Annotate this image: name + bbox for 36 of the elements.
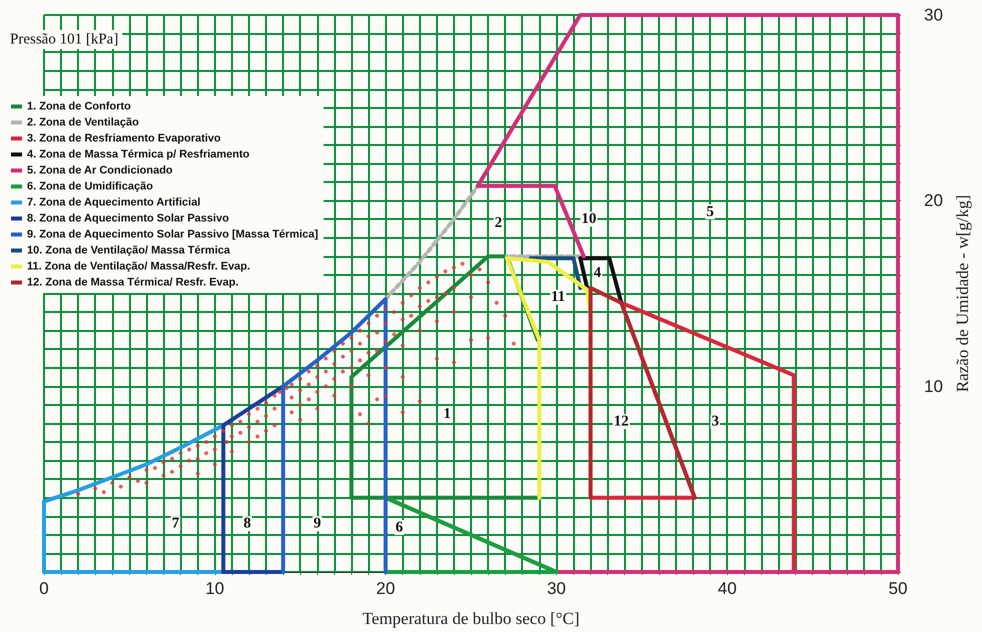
annotation: 6	[396, 519, 404, 536]
legend-label: 9. Zona de Aquecimento Solar Passivo [Massa Térmica]	[27, 228, 319, 240]
annotation: 1	[443, 406, 451, 422]
y-tick-label: 30	[924, 6, 943, 24]
legend-label: 8. Zona de Aquecimento Solar Passivo	[27, 212, 230, 224]
annotation: 3	[711, 414, 719, 430]
annotation: 5	[706, 204, 714, 220]
legend-label: 7. Zona de Aquecimento Artificial	[27, 196, 200, 208]
legend-label: 6. Zona de Umidificação	[27, 180, 154, 192]
x-tick-label: 10	[205, 579, 224, 598]
legend-label: 1. Zona de Conforto	[27, 100, 132, 112]
x-tick-label: 0	[39, 579, 49, 598]
legend-label: 12. Zona de Massa Térmica/ Resfr. Evap.	[27, 276, 239, 288]
annotation: 4	[594, 265, 602, 282]
legend-label: 10. Zona de Ventilação/ Massa Térmica	[27, 244, 231, 256]
legend-label: 11. Zona de Ventilação/ Massa/Resfr. Evap.	[27, 260, 250, 272]
legend-label: 4. Zona de Massa Térmica p/ Resfriamento	[27, 148, 250, 160]
annotation: 2	[494, 214, 502, 231]
legend-label: 3. Zona de Resfriamento Evaporativo	[27, 132, 222, 144]
x-tick-label: 20	[376, 579, 396, 598]
y-axis-title: Razão de Umidade - w[g/kg]	[952, 194, 972, 392]
text: Pressão 101 [kPa]	[10, 32, 118, 48]
x-tick-label: 50	[888, 579, 908, 598]
annotation: 10	[581, 211, 596, 228]
legend-label: 2. Zona de Ventilação	[27, 116, 140, 128]
annotation: 12	[614, 414, 629, 430]
annotation: 9	[314, 516, 322, 532]
y-tick-label: 10	[924, 376, 943, 396]
legend-label: 5. Zona de Ar Condicionado	[27, 164, 173, 176]
x-axis-title: Temperatura de bulbo seco [°C]	[362, 609, 580, 628]
x-tick-label: 30	[546, 579, 566, 598]
y-tick-label: 20	[924, 191, 943, 210]
annotation: 7	[172, 516, 180, 532]
annotation: 11	[551, 289, 566, 306]
annotation: 8	[244, 516, 251, 532]
x-tick-label: 40	[718, 579, 737, 598]
